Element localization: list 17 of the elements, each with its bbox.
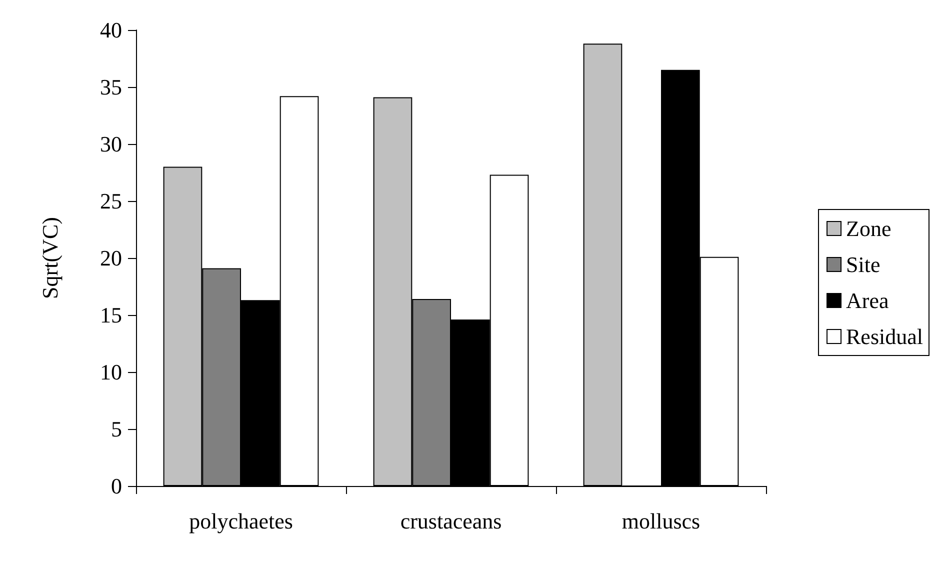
y-tick-label: 0 [111, 474, 122, 498]
legend-label: Zone [846, 216, 892, 241]
y-tick-label: 15 [100, 302, 122, 328]
legend-label: Area [846, 288, 889, 313]
y-tick-label: 20 [100, 246, 122, 270]
y-tick-label: 10 [100, 360, 122, 384]
legend-label: Residual [846, 324, 924, 349]
x-tick-label: molluscs [622, 508, 700, 534]
y-tick-label: 25 [100, 188, 122, 214]
y-tick-label: 30 [100, 132, 122, 156]
x-tick-label: polychaetes [189, 508, 293, 534]
y-tick-label: 40 [100, 18, 122, 42]
y-tick-label: 35 [100, 74, 122, 100]
x-tick-label: crustaceans [400, 508, 502, 534]
y-axis-title: Sqrt(VC) [38, 217, 62, 299]
y-tick-label: 5 [111, 416, 122, 442]
legend-label: Site [846, 252, 880, 277]
